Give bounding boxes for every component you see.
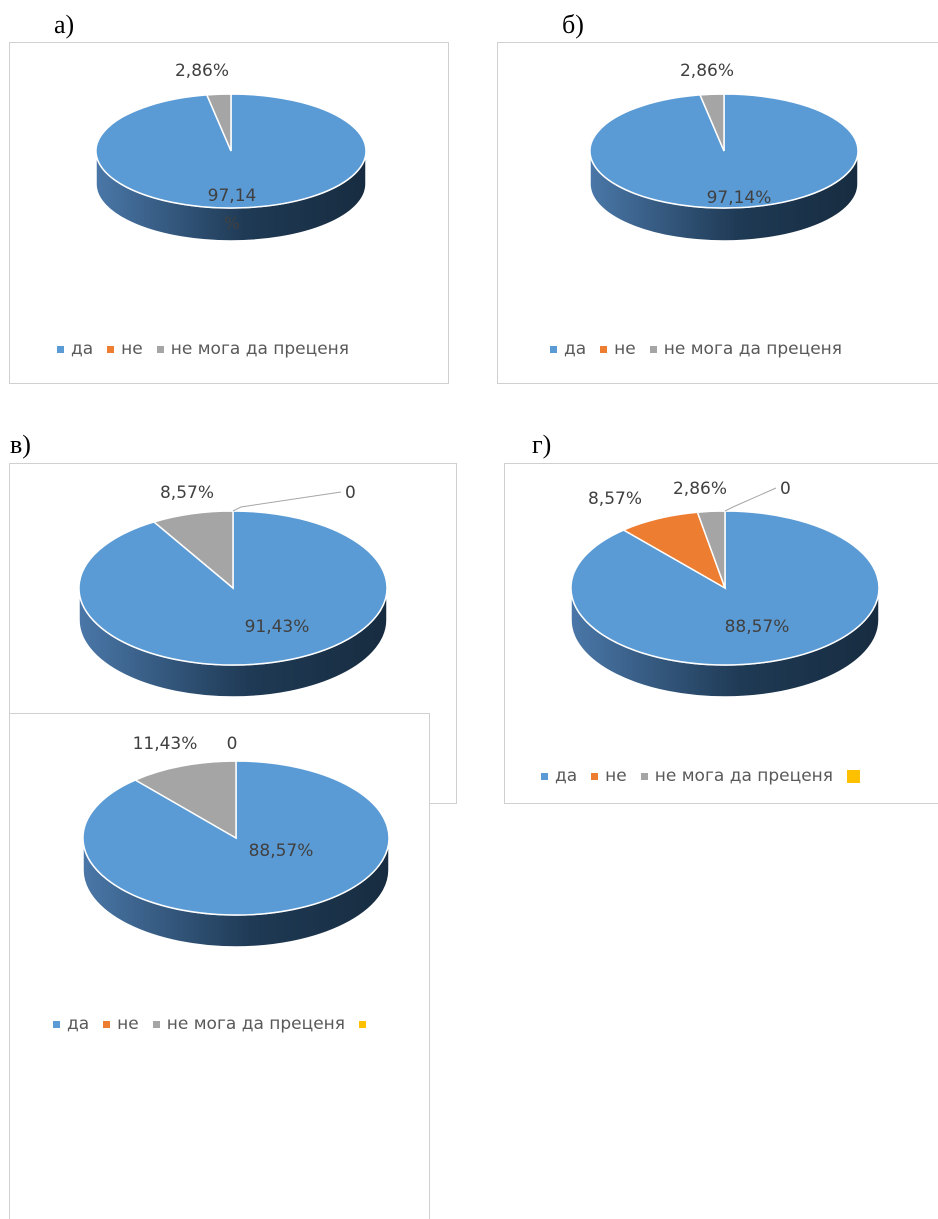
legend-label: не [117,1014,139,1034]
legend-label: да [564,339,587,359]
legend-item: не мога да преценя [649,339,843,359]
legend-swatch [591,772,599,780]
leader-line [232,491,342,512]
legend-swatch [57,345,64,353]
legend-swatch [550,345,557,353]
legend-swatch [156,345,164,353]
legend-label: не мога да преценя [166,1014,346,1034]
pie-svg: 88,57% 8,57% 2,86% 0 [570,479,880,698]
pie-chart-a: 97,14% 2,86% да не не мога да преценя [9,42,449,384]
data-label: 97,14% [707,188,772,208]
pie-chart-d: 88,57% 11,43% 0 да не не мога да преценя [9,713,430,1219]
legend-item: не мога да преценя [640,766,834,786]
data-label: 0 [780,479,791,499]
data-label: 8,57% [588,489,642,509]
legend-label: да [555,766,578,786]
legend-item [359,1020,367,1028]
data-label: % [224,214,240,234]
data-label: 91,43% [245,617,310,637]
legend-label: не мога да преценя [654,766,834,786]
pie-slice-3 [696,510,726,589]
legend-swatch [53,1020,60,1028]
panel-letter-g: г) [532,430,552,459]
legend-swatch [107,345,115,353]
data-label: 11,43% [133,734,198,754]
legend-swatch [103,1020,111,1028]
legend-swatch [600,345,608,353]
pie-chart-g: 88,57% 8,57% 2,86% 0 да не не мога да преценя [504,463,938,804]
legend-item: да [57,339,93,359]
pie-svg: 97,14% 2,86% [95,61,367,242]
legend: да не не мога да преценя [57,339,349,359]
panel-letter-b: б) [562,10,584,39]
legend-item: не мога да преценя [152,1014,346,1034]
data-label: 2,86% [680,61,734,81]
legend-label: не [614,339,636,359]
pie-slice-3 [152,510,234,590]
data-label: 8,57% [160,483,214,503]
legend-item: да [53,1014,89,1034]
legend-item: не [600,339,636,359]
legend-item: да [541,766,577,786]
pie-svg: 91,43% 8,57% 0 [78,483,388,698]
legend-label: не мога да преценя [170,339,350,359]
legend-swatch [649,345,657,353]
legend-item: да [550,339,586,359]
legend-item [847,769,861,783]
legend-label: да [71,339,94,359]
pie-slice-3 [133,760,237,840]
pie-chart-b: 97,14% 2,86% да не не мога да преценя [497,42,938,384]
leader-line [724,487,777,512]
data-label: 97,14 [208,186,257,206]
data-label: 88,57% [249,841,314,861]
legend-label: не [605,766,627,786]
legend: да не не мога да преценя [541,766,861,786]
data-label: 0 [345,483,356,503]
pie-slice-3 [698,93,725,152]
pie-svg: 88,57% 11,43% 0 [82,734,390,948]
legend-item: не [107,339,143,359]
legend-item: не [591,766,627,786]
legend-label: да [67,1014,90,1034]
legend-swatch [359,1020,367,1028]
panel-letter-a: а) [54,10,75,39]
data-label: 2,86% [175,61,229,81]
pie-svg: 97,14% 2,86% [589,61,859,242]
data-label: 2,86% [673,479,727,499]
legend-swatch [152,1020,160,1028]
pie-slice-3 [205,93,232,152]
legend-label: не мога да преценя [663,339,843,359]
legend-swatch [541,772,548,780]
legend: да не не мога да преценя [550,339,842,359]
legend: да не не мога да преценя [53,1014,367,1034]
pie-slice-2 [621,511,727,590]
legend-swatch [640,772,648,780]
data-label: 88,57% [725,617,790,637]
legend-item: не [103,1014,139,1034]
panel-letter-v: в) [10,430,31,459]
legend-item: не мога да преценя [156,339,350,359]
legend-label: не [121,339,143,359]
legend-swatch [847,769,861,783]
data-label: 0 [227,734,238,754]
